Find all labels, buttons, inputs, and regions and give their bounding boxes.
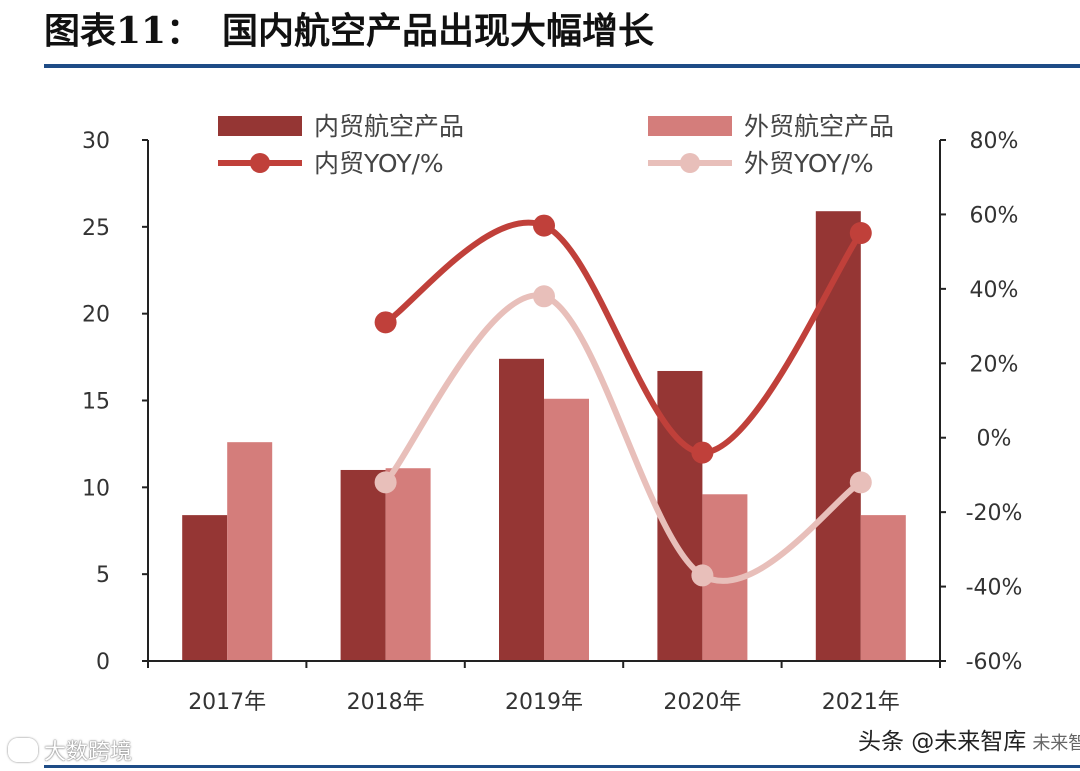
right-tick-label: 60% [970, 203, 1019, 228]
watermark-logo-icon [8, 738, 38, 762]
bar-foreign [385, 468, 431, 661]
header-rule [44, 64, 1080, 68]
bar-domestic [499, 358, 544, 661]
watermark-prefix: 未来智库 [1032, 733, 1080, 754]
x-tick-label: 2017年 [188, 690, 266, 715]
legend-swatch [648, 116, 732, 136]
right-tick-label: -60% [966, 650, 1023, 675]
point-domestic-yoy [849, 222, 872, 245]
left-tick-label: 5 [96, 563, 110, 588]
point-foreign-yoy [849, 471, 872, 494]
line-foreign-yoy [382, 292, 864, 584]
point-domestic-yoy [374, 311, 397, 334]
figure-title: 国内航空产品出现大幅增长 [222, 10, 655, 52]
bar-domestic [340, 469, 386, 661]
left-tick-label: 20 [82, 303, 110, 328]
point-domestic-yoy [533, 214, 555, 237]
bar-domestic [815, 211, 861, 661]
bar-foreign [544, 398, 589, 661]
left-tick-label: 0 [96, 650, 110, 675]
left-tick-label: 30 [82, 129, 110, 154]
x-tick-label: 2021年 [822, 690, 900, 715]
bar-foreign [227, 442, 273, 661]
bar-domestic [182, 515, 228, 661]
x-tick-label: 2020年 [663, 690, 741, 715]
point-domestic-yoy [691, 441, 714, 464]
legend-label: 内贸YOY/% [314, 149, 444, 178]
right-tick-label: -20% [966, 501, 1023, 526]
point-foreign-yoy [374, 471, 397, 494]
right-tick-label: 80% [970, 129, 1019, 154]
watermark-source: 头条 @未来智库 [858, 729, 1027, 755]
x-tick-label: 2018年 [347, 690, 425, 715]
right-tick-label: 40% [970, 278, 1019, 303]
legend-swatch [218, 116, 302, 136]
legend-label: 外贸YOY/% [744, 149, 874, 178]
right-tick-label: -40% [966, 576, 1023, 601]
legend-label: 内贸航空产品 [314, 112, 464, 141]
right-tick-label: 0% [977, 427, 1012, 452]
left-tick-label: 10 [82, 476, 110, 501]
footer-rule [44, 765, 1080, 768]
line-domestic-yoy [382, 219, 864, 456]
legend-marker [680, 153, 700, 173]
left-tick-label: 25 [82, 216, 110, 241]
watermark-left-text: 大数跨境 [44, 740, 133, 765]
figure-header: 图表11： 国内航空产品出现大幅增长 [44, 6, 654, 56]
bar-domestic [657, 370, 703, 661]
point-foreign-yoy [691, 564, 714, 587]
bar-foreign [860, 515, 906, 661]
point-foreign-yoy [533, 285, 555, 308]
figure-label: 图表11： [44, 10, 203, 52]
legend-marker [250, 153, 270, 173]
right-tick-label: 20% [970, 352, 1019, 377]
watermark-left: 大数跨境 [8, 734, 132, 766]
legend-label: 外贸航空产品 [744, 112, 894, 141]
x-tick-label: 2019年 [505, 690, 583, 715]
left-tick-label: 15 [82, 390, 110, 415]
watermark-right: 头条 @未来智库未来智库 [858, 722, 1080, 756]
